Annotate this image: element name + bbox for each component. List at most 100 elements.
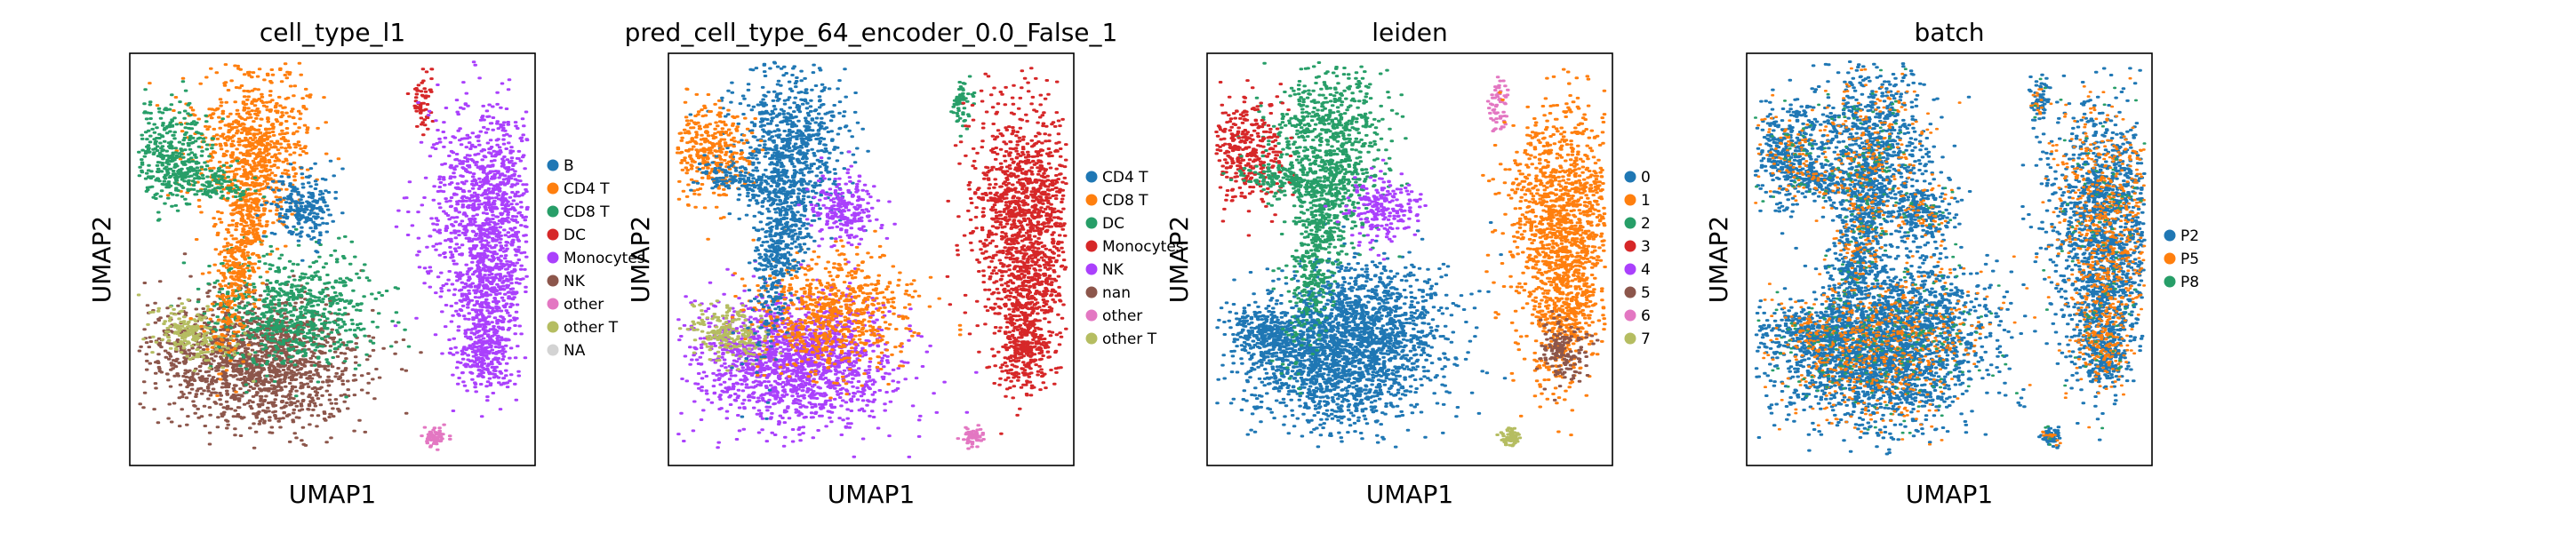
cluster-bridge (146, 150, 267, 201)
scatter-points (136, 60, 530, 451)
legend-marker (1624, 194, 1636, 206)
legend-marker (547, 159, 559, 171)
cluster-bridge (689, 154, 823, 211)
legend-marker (1624, 286, 1636, 298)
cluster-smallRight (1323, 158, 1428, 261)
cluster-smallRight (1871, 171, 1972, 262)
umap-panel-1: cell_type_l1 UMAP1 UMAP2 B CD4 T CD8 T DC Monoc… (87, 18, 645, 509)
cluster-smallRight (255, 159, 345, 262)
legend-marker (1085, 171, 1098, 183)
cluster-monocytes (945, 67, 1068, 392)
y-axis-label: UMAP2 (1164, 216, 1194, 304)
cluster-midBlob (169, 227, 412, 399)
legend-label: 3 (1641, 238, 1651, 256)
legend-marker (547, 321, 559, 333)
legend-marker (1085, 217, 1098, 229)
panel-title: pred_cell_type_64_encoder_0.0_False_1 (625, 18, 1118, 47)
plot-frame (668, 52, 1075, 466)
legend-label: 1 (1641, 192, 1651, 210)
legend-label: Monocytes (1102, 238, 1184, 256)
legend-label: DC (564, 227, 586, 244)
scatter-points (1753, 60, 2147, 456)
cluster-monocytes (963, 200, 1066, 435)
legend-label: P8 (2180, 274, 2199, 291)
plot-frame (1746, 52, 2153, 466)
umap-panel-4: batch UMAP1 UMAP2 P2 P5 P8 (1704, 18, 2199, 509)
legend-marker (2164, 229, 2176, 242)
legend-label: 4 (1641, 261, 1651, 279)
cluster-leftWing (1219, 294, 1315, 370)
legend-marker (547, 205, 559, 218)
legend-marker (1085, 194, 1098, 206)
legend: CD4 T CD8 T DC Monocytes NK nan other other T (1085, 169, 1184, 348)
legend-label: CD8 T (1102, 192, 1148, 210)
legend-marker (547, 228, 559, 241)
x-axis-label: UMAP1 (1366, 480, 1454, 509)
legend-label: B (564, 157, 574, 175)
legend-marker (1085, 240, 1098, 252)
plot-frame (129, 52, 536, 466)
legend-label: 2 (1641, 215, 1651, 233)
legend-marker (2164, 275, 2176, 288)
legend-label: 0 (1641, 169, 1651, 187)
legend-marker (547, 298, 559, 310)
x-axis-label: UMAP1 (289, 480, 377, 509)
legend-label: P2 (2180, 227, 2199, 245)
legend-marker (1085, 286, 1098, 298)
legend-marker (547, 344, 559, 356)
legend-label: CD4 T (564, 180, 610, 198)
legend-label: 6 (1641, 307, 1651, 325)
cluster-bigBottom (137, 252, 409, 449)
legend-label: Monocytes (564, 250, 645, 267)
cluster-monoTail (1534, 310, 1600, 402)
legend-label: NK (564, 273, 586, 290)
legend: P2 P5 P8 (2164, 227, 2199, 291)
legend-marker (1624, 309, 1636, 322)
plot-frame (1206, 52, 1613, 466)
cluster-bottomDot (420, 423, 452, 451)
legend-label: NA (564, 342, 586, 360)
y-axis-label: UMAP2 (1704, 216, 1733, 304)
legend-label: other T (1102, 330, 1157, 348)
legend: 0 1 2 3 4 5 6 7 (1624, 169, 1651, 348)
cluster-monocytes (1481, 68, 1607, 382)
legend-label: NK (1102, 261, 1124, 279)
legend-label: CD8 T (564, 203, 610, 221)
cluster-monoTail (449, 310, 521, 418)
cluster-topDot (2027, 73, 2052, 130)
legend-label: P5 (2180, 251, 2199, 268)
cluster-leftWing (677, 299, 791, 372)
legend-label: other (564, 296, 604, 314)
legend-label: nan (1102, 284, 1131, 302)
batch-overlay-green (1754, 68, 2147, 446)
panel-title: cell_type_l1 (260, 18, 405, 47)
cluster-leftWing (136, 293, 256, 383)
legend-marker (1624, 332, 1636, 345)
cluster-topDot (405, 68, 436, 137)
legend-label: 7 (1641, 330, 1651, 348)
x-axis-label: UMAP1 (1906, 480, 1994, 509)
legend-marker (1624, 171, 1636, 183)
legend-marker (547, 182, 559, 195)
legend-marker (1085, 263, 1098, 275)
y-axis-label: UMAP2 (626, 216, 655, 304)
legend-marker (2164, 252, 2176, 265)
legend-marker (1085, 332, 1098, 345)
cluster-midBlob (1250, 221, 1503, 434)
umap-panel-3: leiden UMAP1 UMAP2 0 1 2 3 4 5 6 7 (1164, 18, 1651, 509)
scatter-points (1214, 61, 1607, 449)
legend-label: 5 (1641, 284, 1651, 302)
cluster-bottomDot (956, 424, 986, 450)
cluster-monoTail (991, 313, 1064, 410)
umap-panel-2: pred_cell_type_64_encoder_0.0_False_1 UMA… (625, 18, 1184, 509)
cluster-topLeftBlob (1214, 79, 1297, 237)
cluster-tStalk (688, 60, 870, 269)
cluster-bridge (1221, 155, 1343, 203)
legend-label: DC (1102, 215, 1124, 233)
cluster-smallRight (796, 150, 897, 249)
legend-label: other (1102, 307, 1142, 325)
legend-marker (1624, 217, 1636, 229)
cluster-bottomDot (1495, 426, 1523, 448)
legend-marker (1085, 309, 1098, 322)
